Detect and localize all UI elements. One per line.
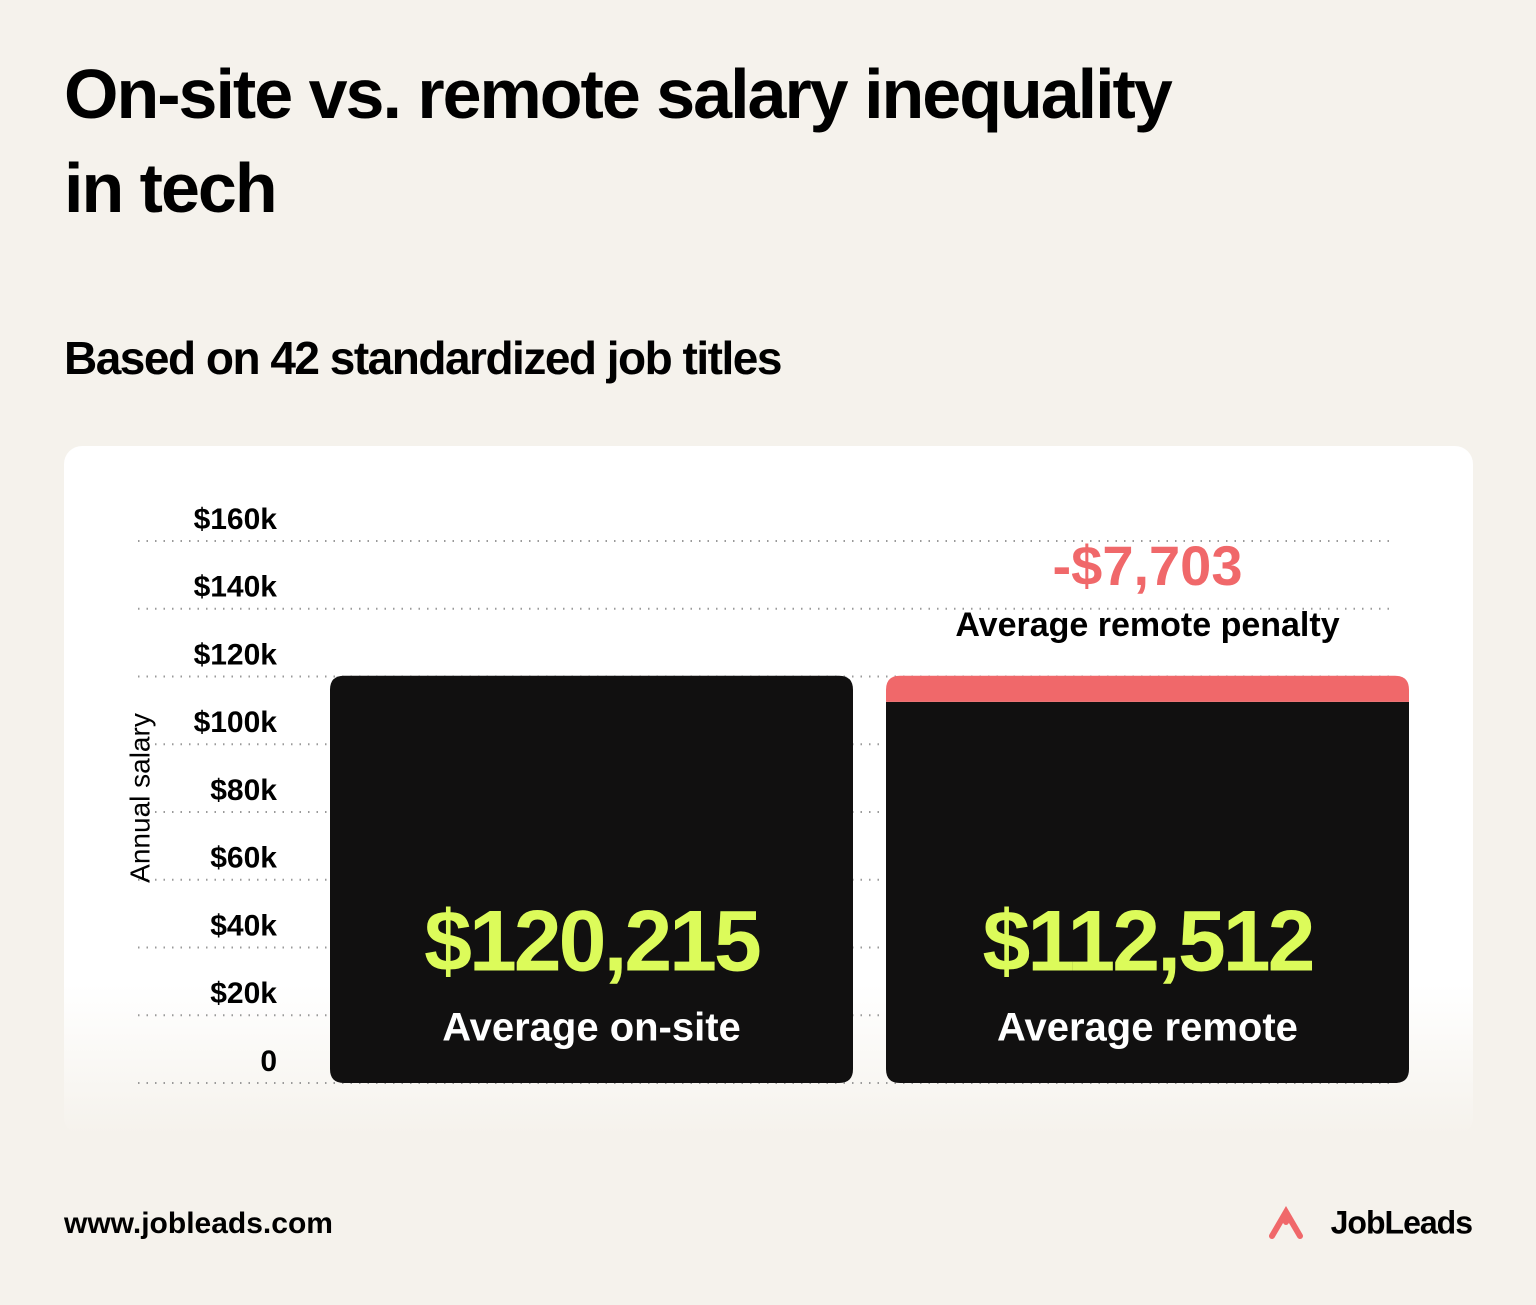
y-tick-label: $100k <box>194 706 278 739</box>
chart-title: On-site vs. remote salary inequality in t… <box>64 55 1173 227</box>
value-label: $112,512 <box>983 894 1313 990</box>
y-tick-label: $120k <box>194 638 278 671</box>
y-tick-label: $60k <box>210 842 277 875</box>
brand-icon <box>1269 1206 1303 1239</box>
penalty-value-label: -$7,703 <box>1053 534 1243 597</box>
brand-logo: JobLeads <box>1269 1204 1473 1240</box>
y-tick-label: $140k <box>194 571 278 604</box>
y-tick-label: $20k <box>210 977 277 1010</box>
y-tick-label: 0 <box>260 1045 277 1078</box>
bar <box>886 701 1409 1083</box>
bar <box>330 675 853 1083</box>
value-label: $120,215 <box>424 894 760 990</box>
y-tick-label: $80k <box>210 774 277 807</box>
category-label: Average on-site <box>442 1006 741 1050</box>
footer-url: www.jobleads.com <box>63 1207 333 1240</box>
y-tick-label: $160k <box>194 503 278 536</box>
chart-subtitle: Based on 42 standardized job titles <box>64 332 781 384</box>
brand-name: JobLeads <box>1331 1204 1473 1240</box>
category-label: Average remote <box>997 1006 1298 1050</box>
y-tick-label: $40k <box>210 909 277 942</box>
penalty-segment <box>886 675 1409 702</box>
penalty-label: Average remote penalty <box>955 606 1339 644</box>
y-axis-label: Annual salary <box>124 713 155 883</box>
